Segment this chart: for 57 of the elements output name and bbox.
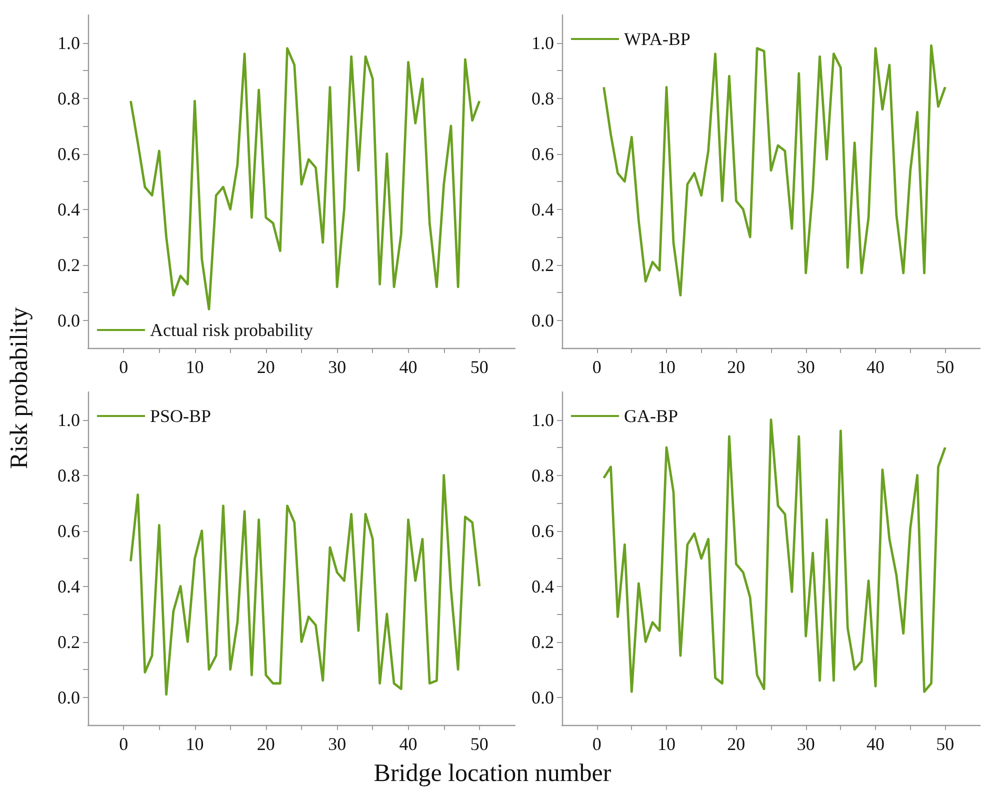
x-tick-label: 50 [936,734,954,754]
x-tick-label: 10 [658,357,676,377]
x-tick-label: 0 [592,357,602,377]
x-tick-label: 20 [256,734,275,754]
y-tick-label: 0.6 [532,520,554,541]
line-series [130,47,481,310]
y-tick-label: 0.0 [58,310,80,330]
y-tick-label: 0.8 [58,465,80,486]
x-tick-label: 10 [186,734,204,754]
x-tick-label: 40 [399,357,418,377]
y-tick-label: 1.0 [58,410,80,430]
y-tick-label: 0.0 [532,310,554,330]
x-tick-label: 40 [866,357,884,377]
y-tick-label: 1.0 [58,32,80,53]
legend-label: Actual risk probability [150,320,313,340]
y-axis-title: Risk probability [6,307,34,469]
y-tick-label: 0.6 [58,520,80,541]
y-tick-label: 0.2 [58,632,80,652]
y-tick-label: 0.4 [532,576,554,596]
x-tick-label: 40 [866,734,884,754]
y-tick-label: 0.6 [58,144,80,164]
x-tick-label: 20 [727,734,746,754]
x-tick-label: 20 [727,357,746,377]
y-tick-label: 0.6 [532,144,554,164]
line-series [602,44,946,296]
x-tick-label: 0 [592,734,602,754]
x-tick-label: 30 [328,357,346,377]
line-series [130,474,481,696]
x-tick-label: 30 [796,357,815,377]
x-tick-label: 40 [399,734,418,754]
y-tick-label: 1.0 [532,410,554,430]
legend-label: WPA-BP [624,29,690,49]
y-tick-label: 0.4 [58,576,80,596]
y-tick-label: 0.2 [532,632,554,652]
y-tick-label: 0.8 [532,88,554,108]
y-tick-label: 0.0 [532,687,554,708]
y-tick-label: 0.8 [532,465,554,486]
x-tick-label: 30 [796,734,815,754]
x-tick-label: 50 [470,357,488,377]
y-tick-label: 0.0 [58,687,80,708]
y-tick-label: 0.8 [58,88,80,108]
x-tick-label: 50 [936,357,954,377]
y-tick-label: 0.2 [58,254,80,275]
y-tick-label: 1.0 [532,32,554,53]
y-tick-label: 0.4 [532,199,554,220]
x-tick-label: 30 [328,734,346,754]
y-tick-label: 0.4 [58,199,80,220]
y-tick-label: 0.2 [532,254,554,275]
x-tick-label: 50 [470,734,488,754]
x-tick-label: 10 [186,357,204,377]
x-tick-label: 20 [256,357,275,377]
x-tick-label: 10 [658,734,676,754]
legend-label: GA-BP [624,406,678,426]
x-tick-label: 0 [119,357,128,377]
x-tick-label: 0 [119,734,128,754]
x-axis-title: Bridge location number [372,760,612,788]
legend-label: PSO-BP [150,406,212,426]
